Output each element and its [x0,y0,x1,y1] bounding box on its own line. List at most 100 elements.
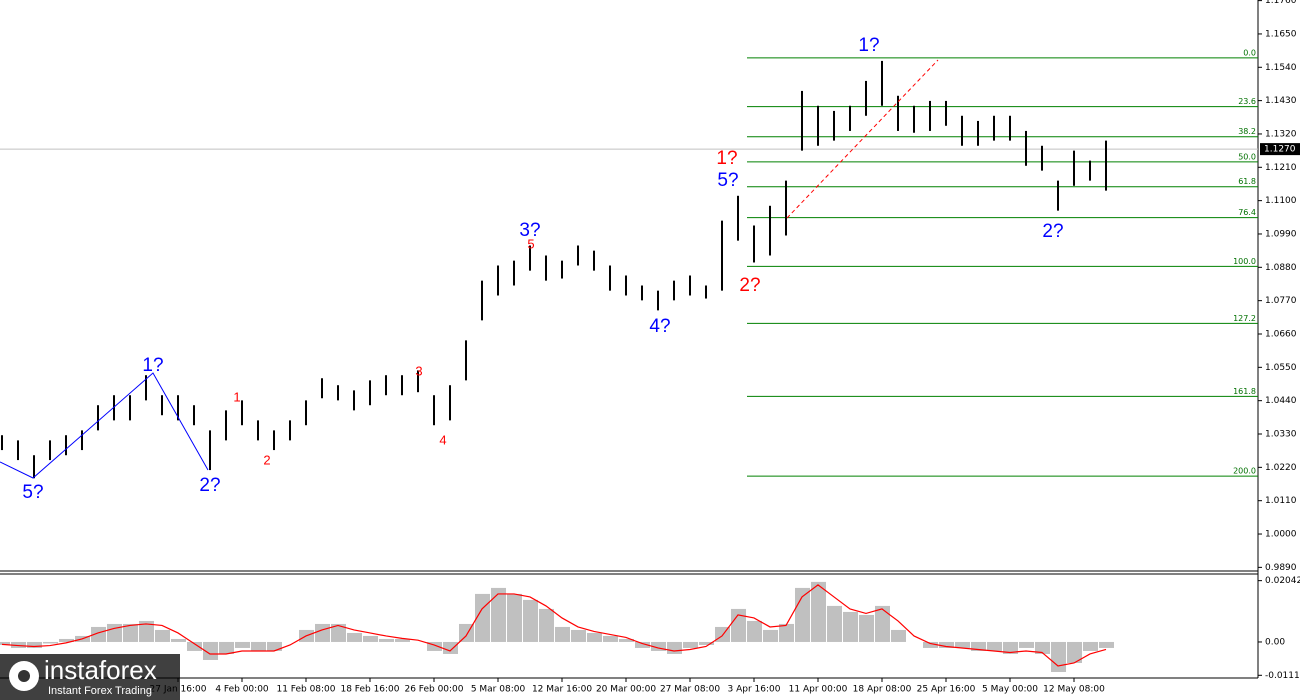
wave-label: 1? [716,148,737,169]
logo-name: instaforex [44,655,157,685]
histogram-bar [1083,641,1098,651]
y-tick-label: 1.1320 [1265,129,1297,139]
histogram-bar [347,632,362,642]
histogram-bar [315,623,330,642]
histogram-bar [1067,641,1082,663]
histogram-bar [427,641,442,651]
fib-label: 100.0 [1233,257,1256,266]
histogram-bar [139,620,154,642]
y-tick-label: 1.0550 [1265,363,1297,373]
histogram-bar [923,641,938,648]
histogram-bar [651,641,666,651]
y-tick-label: 1.1210 [1265,163,1297,173]
histogram-bar [603,635,618,642]
wave-label: 2? [1042,221,1063,242]
histogram-bar [587,632,602,642]
osc-y-tick-label: -0.0111 [1265,671,1300,681]
histogram-bar [571,629,586,642]
histogram-bar [251,641,266,651]
logo: instaforex Instant Forex Trading [0,654,180,700]
fib-label: 76.4 [1238,208,1256,217]
wave-label: 2? [739,275,760,296]
wave-label: 1? [858,35,879,56]
histogram-bar [0,641,10,645]
histogram-bar [379,638,394,642]
osc-y-tick-label: 0.02042 [1265,576,1300,586]
x-tick-label: 12 Mar 16:00 [532,685,592,695]
histogram-bar [859,614,874,642]
histogram-bar [1035,641,1050,654]
histogram-bar [539,608,554,642]
wave-label: 1? [142,355,163,376]
histogram-bar [1099,641,1114,648]
histogram-bar [779,623,794,642]
y-tick-label: 1.0110 [1265,496,1297,506]
histogram-bar [507,593,522,642]
histogram-bar [187,641,202,651]
histogram-bar [27,641,42,648]
fib-label: 61.8 [1238,177,1256,186]
wave-label: 3 [415,363,422,378]
histogram-bar [11,641,26,648]
current-price-box [1260,143,1300,156]
histogram-bar [267,641,282,651]
y-tick-label: 1.0330 [1265,430,1297,440]
y-tick-label: 1.1100 [1265,196,1297,206]
histogram-bar [875,605,890,642]
x-tick-label: 5 May 00:00 [982,685,1038,695]
x-tick-label: 4 Feb 00:00 [215,685,269,695]
logo-icon [18,670,30,682]
y-tick-label: 1.0000 [1265,530,1297,540]
histogram-bar [827,605,842,642]
histogram-bar [699,641,714,645]
y-tick-label: 1.0880 [1265,263,1297,273]
x-tick-label: 11 Apr 00:00 [789,685,848,695]
wave-label: 2 [263,452,270,467]
wave-label: 4 [439,432,446,447]
wave-label: 5 [527,236,534,251]
x-tick-label: 25 Apr 16:00 [917,685,976,695]
x-tick-label: 5 Mar 08:00 [471,685,526,695]
y-tick-label: 1.1540 [1265,63,1297,73]
histogram-bar [171,638,186,642]
histogram-bar [107,623,122,642]
wave-label: 5? [22,482,43,503]
histogram-bar [491,587,506,642]
histogram-bar [123,623,138,642]
trend-line [786,59,939,219]
y-tick-label: 1.1650 [1265,29,1297,39]
histogram-bar [443,641,458,654]
histogram-bar [939,641,954,648]
y-tick-label: 1.0990 [1265,229,1297,239]
histogram-bar [891,629,906,642]
histogram-bar [635,641,650,648]
histogram-bar [843,611,858,642]
x-tick-label: 18 Apr 08:00 [853,685,912,695]
fib-label: 127.2 [1233,314,1256,323]
histogram-bar [235,641,250,648]
fib-label: 0.0 [1243,48,1256,57]
fib-label: 23.6 [1238,97,1256,106]
signal-line [1,584,1107,667]
histogram-bar [731,608,746,642]
histogram-bar [43,641,58,644]
fib-label: 200.0 [1233,467,1256,476]
wave-label: 1 [233,389,240,404]
y-tick-label: 0.9890 [1265,563,1297,573]
wave-label: 4? [649,316,670,337]
histogram-bar [747,620,762,642]
histogram-bar [1019,641,1034,648]
histogram-bar [219,641,234,654]
histogram-bar [363,635,378,642]
x-tick-label: 26 Feb 00:00 [404,685,463,695]
histogram-bar [331,623,346,642]
histogram-bar [1003,641,1018,654]
histogram-bar [59,638,74,642]
histogram-bar [619,638,634,642]
wave-label: 2? [199,475,220,496]
wave-label: 5? [717,170,738,191]
x-tick-label: 11 Feb 08:00 [276,685,335,695]
y-tick-label: 1.1430 [1265,96,1297,106]
histogram-bar [91,626,106,642]
